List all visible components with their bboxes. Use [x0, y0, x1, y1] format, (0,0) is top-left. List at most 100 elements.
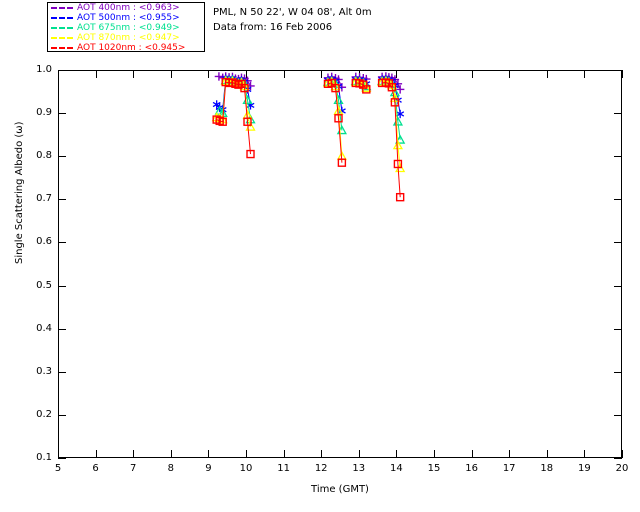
- legend-entry: AOT 1020nm : <0.945>: [48, 43, 204, 53]
- y-axis-tick-mark: [58, 70, 66, 71]
- y-axis-tick-mark: [58, 113, 66, 115]
- chart-title-line-1: PML, N 50 22', W 04 08', Alt 0m: [213, 7, 372, 18]
- y-axis-tick-label: 0.2: [36, 408, 52, 420]
- chart-title-line-2: Data from: 16 Feb 2006: [213, 22, 333, 33]
- x-axis-tick-mark-top: [133, 70, 135, 78]
- x-axis-tick-mark: [396, 450, 398, 458]
- y-axis-tick-label: 0.4: [36, 322, 52, 334]
- legend-line-swatch-icon: [51, 47, 73, 49]
- y-axis-tick-mark-right: [614, 242, 622, 244]
- y-axis-label: Single Scattering Albedo (ω): [14, 121, 25, 264]
- y-axis-tick-mark: [58, 371, 66, 373]
- x-axis-tick-mark: [321, 450, 323, 458]
- y-axis-tick-mark: [58, 242, 66, 244]
- y-axis-tick-mark: [58, 328, 66, 330]
- x-axis-tick-mark-top: [622, 70, 623, 78]
- x-axis-tick-mark-top: [584, 70, 586, 78]
- x-axis-tick-mark: [283, 450, 285, 458]
- y-axis-tick-mark-right: [614, 458, 622, 459]
- legend-entry-label: AOT 500nm : <0.955>: [77, 13, 180, 23]
- x-axis-tick-mark: [58, 450, 59, 458]
- legend-entry: AOT 400nm : <0.963>: [48, 3, 204, 13]
- legend-line-swatch-icon: [51, 7, 73, 9]
- x-axis-tick-mark-top: [471, 70, 473, 78]
- y-axis-tick-mark-right: [614, 70, 622, 71]
- y-axis-tick-label: 0.7: [36, 193, 52, 205]
- x-axis-tick-mark-top: [321, 70, 323, 78]
- x-axis-tick-mark-top: [546, 70, 548, 78]
- plot-area-frame: [58, 70, 622, 458]
- y-axis-tick-mark: [58, 199, 66, 201]
- x-axis-tick-mark: [170, 450, 172, 458]
- legend-line-swatch-icon: [51, 37, 73, 39]
- x-axis-tick-label: 16: [465, 463, 478, 474]
- x-axis-tick-mark: [434, 450, 435, 458]
- x-axis-tick-mark: [509, 450, 511, 458]
- x-axis-tick-mark: [133, 450, 135, 458]
- x-axis-tick-mark: [208, 450, 210, 458]
- y-axis-tick-mark-right: [614, 414, 622, 416]
- x-axis-label: Time (GMT): [311, 484, 369, 495]
- chart-title-block: PML, N 50 22', W 04 08', Alt 0m Data fro…: [213, 5, 372, 35]
- y-axis-tick-label: 0.1: [36, 452, 52, 463]
- legend-entry-label: AOT 675nm : <0.949>: [77, 23, 180, 33]
- x-axis-tick-mark-top: [95, 70, 97, 78]
- x-axis-tick-mark-top: [434, 70, 435, 78]
- x-axis-tick-mark: [95, 450, 97, 458]
- y-axis-tick-mark: [58, 458, 66, 459]
- legend-line-swatch-icon: [51, 27, 73, 29]
- legend-entry-label: AOT 1020nm : <0.945>: [77, 43, 186, 53]
- x-axis-tick-label: 8: [167, 463, 174, 474]
- x-axis-tick-mark: [358, 450, 360, 458]
- x-axis-tick-label: 19: [578, 463, 591, 474]
- x-axis-tick-label: 14: [390, 463, 403, 474]
- x-axis-tick-mark-top: [396, 70, 398, 78]
- y-axis-tick-mark-right: [614, 371, 622, 373]
- legend-line-swatch-icon: [51, 17, 73, 19]
- y-axis-tick-mark-right: [614, 328, 622, 330]
- x-axis-tick-label: 6: [92, 463, 99, 474]
- x-axis-tick-label: 20: [615, 463, 629, 474]
- x-axis-tick-label: 10: [239, 463, 253, 474]
- legend-entry-label: AOT 400nm : <0.963>: [77, 3, 180, 13]
- x-axis-tick-mark-top: [509, 70, 511, 78]
- x-axis-tick-mark: [471, 450, 473, 458]
- y-axis-tick-mark-right: [614, 285, 622, 287]
- y-axis-tick-mark-right: [614, 113, 622, 115]
- y-axis-tick-label: 1.0: [36, 64, 52, 75]
- y-axis-tick-label: 0.8: [36, 150, 52, 162]
- y-axis-tick-mark: [58, 156, 66, 158]
- x-axis-tick-mark-top: [246, 70, 247, 78]
- chart-legend: AOT 400nm : <0.963> AOT 500nm : <0.955> AO…: [47, 2, 205, 53]
- y-axis-tick-mark-right: [614, 199, 622, 201]
- x-axis-tick-mark-top: [170, 70, 172, 78]
- x-axis-tick-mark: [246, 450, 247, 458]
- y-axis-tick-mark: [58, 414, 66, 416]
- legend-entry: AOT 870nm : <0.947>: [48, 33, 204, 43]
- x-axis-tick-label: 13: [352, 463, 366, 474]
- y-axis-tick-label: 0.9: [36, 107, 52, 119]
- y-axis-tick-mark: [58, 285, 66, 287]
- x-axis-tick-label: 15: [427, 463, 441, 474]
- legend-entry-label: AOT 870nm : <0.947>: [77, 33, 180, 43]
- x-axis-tick-label: 17: [502, 463, 516, 474]
- y-axis-tick-label: 0.6: [36, 236, 52, 248]
- y-axis-tick-mark-right: [614, 156, 622, 158]
- x-axis-tick-mark: [546, 450, 548, 458]
- x-axis-tick-mark: [584, 450, 586, 458]
- legend-entry: AOT 675nm : <0.949>: [48, 23, 204, 33]
- x-axis-tick-mark-top: [358, 70, 360, 78]
- x-axis-tick-label: 11: [277, 463, 290, 474]
- x-axis-tick-label: 12: [314, 463, 328, 474]
- y-axis-tick-label: 0.3: [36, 365, 52, 377]
- x-axis-tick-label: 7: [130, 463, 137, 474]
- x-axis-tick-mark-top: [208, 70, 210, 78]
- x-axis-tick-label: 18: [540, 463, 554, 474]
- x-axis-tick-label: 9: [205, 463, 212, 474]
- x-axis-tick-mark-top: [58, 70, 59, 78]
- x-axis-tick-mark-top: [283, 70, 285, 78]
- y-axis-tick-label: 0.5: [36, 279, 52, 291]
- legend-entry: AOT 500nm : <0.955>: [48, 13, 204, 23]
- x-axis-tick-label: 5: [54, 463, 62, 474]
- x-axis-tick-mark: [622, 450, 623, 458]
